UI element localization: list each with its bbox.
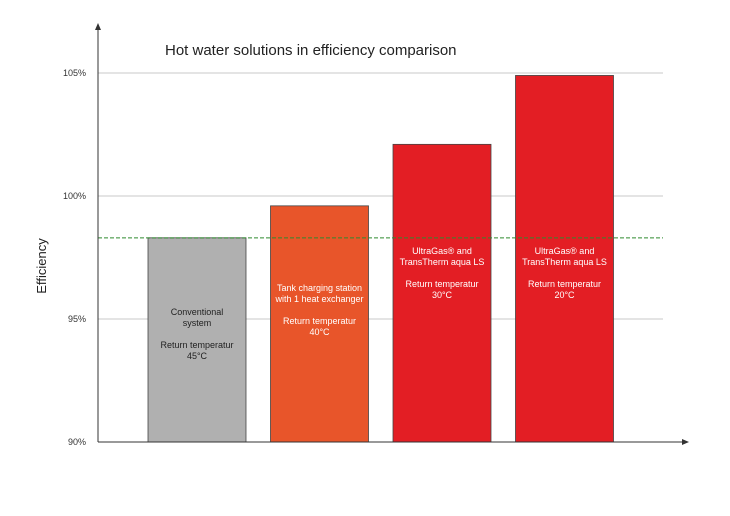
bar-label: Tank charging station — [277, 283, 362, 293]
bar-label: 20°C — [554, 290, 575, 300]
bar — [392, 143, 492, 443]
y-tick-label: 90% — [68, 437, 86, 447]
bar-label: Return temperatur — [283, 316, 356, 326]
bar-label: TransTherm aqua LS — [400, 257, 485, 267]
bar — [270, 205, 369, 443]
bar-label: Return temperatur — [160, 340, 233, 350]
chart-title: Hot water solutions in efficiency compar… — [165, 42, 457, 59]
bar — [515, 75, 614, 443]
bar-label: UltraGas® and — [535, 246, 595, 256]
bar-label: Return temperatur — [405, 279, 478, 289]
y-tick-label: 95% — [68, 314, 86, 324]
bar-label: UltraGas® and — [412, 246, 472, 256]
bar-label: TransTherm aqua LS — [522, 257, 607, 267]
bar-label: system — [183, 318, 212, 328]
bar-label: Return temperatur — [528, 279, 601, 289]
y-axis-arrow-icon — [95, 23, 101, 30]
bar-label: 40°C — [309, 327, 330, 337]
bar — [147, 237, 247, 443]
x-axis-arrow-icon — [682, 439, 689, 445]
y-tick-label: 100% — [63, 191, 86, 201]
bar-label: with 1 heat exchanger — [274, 294, 363, 304]
y-tick-labels: 90% 95% 100% 105% — [63, 68, 86, 447]
bar-label: 30°C — [432, 290, 453, 300]
bar-label: 45°C — [187, 351, 208, 361]
bar-label: Conventional — [171, 307, 224, 317]
y-tick-label: 105% — [63, 68, 86, 78]
y-axis-label: Efficiency — [34, 238, 49, 294]
axes — [95, 23, 689, 445]
